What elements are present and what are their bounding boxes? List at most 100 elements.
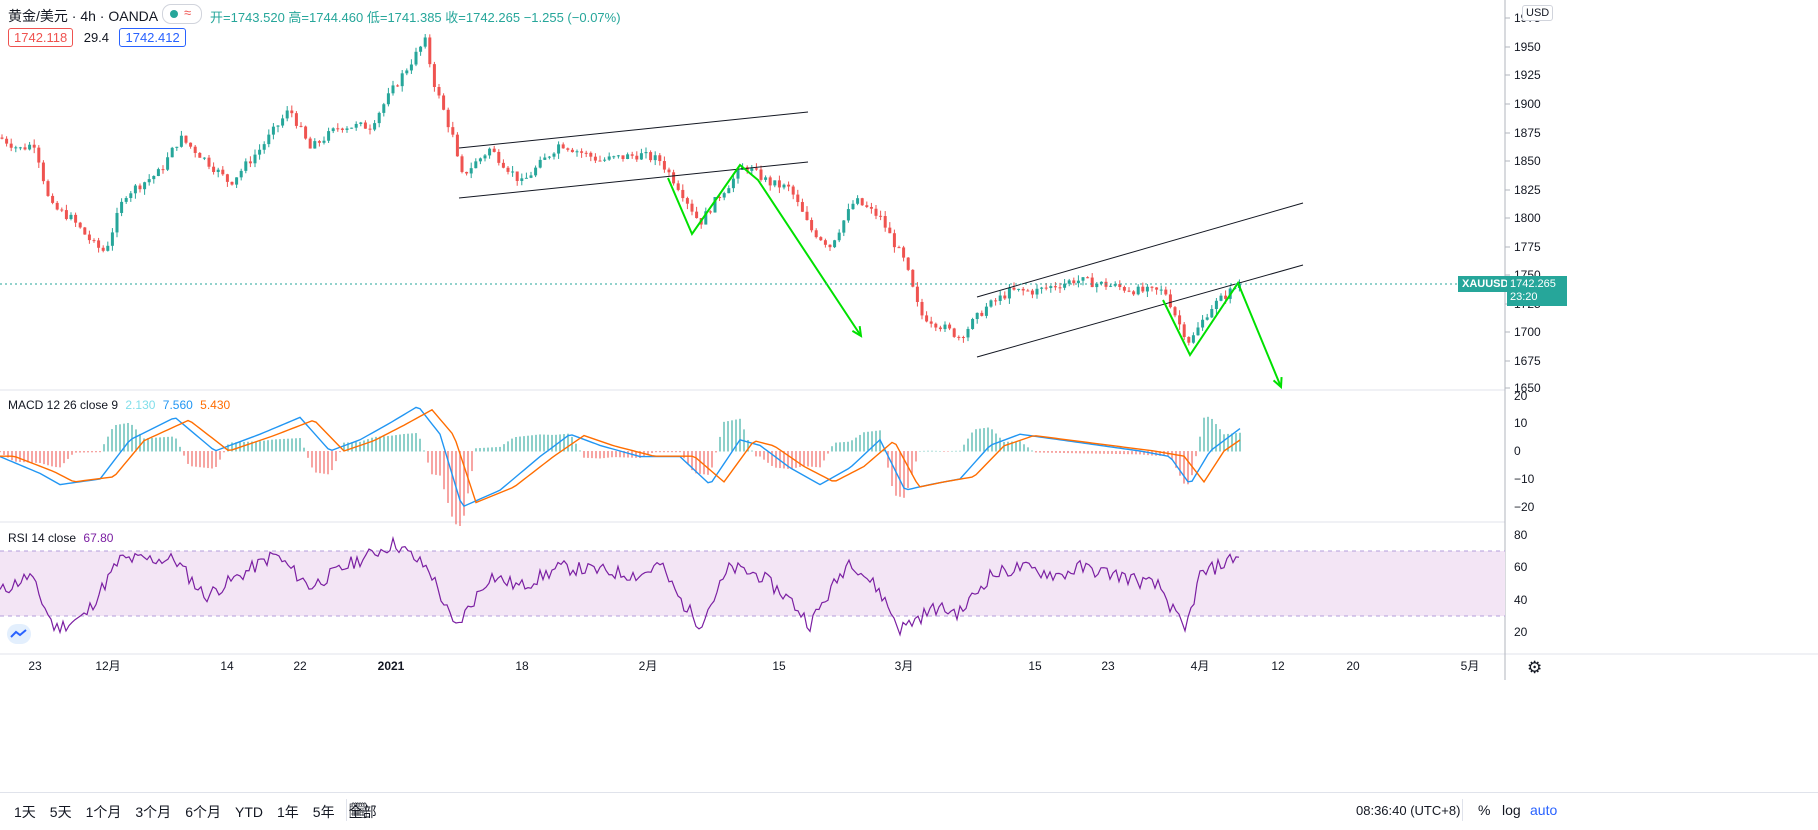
candle-body (823, 240, 827, 245)
candle-body (566, 148, 570, 150)
candle-body (920, 301, 924, 316)
candle-body (796, 194, 800, 203)
symbol-legend[interactable]: 黄金/美元 · 4h · OANDA (8, 6, 158, 26)
macd-tick-label: 0 (1514, 444, 1521, 458)
range-button[interactable]: 全部 (348, 804, 377, 820)
candle-body (911, 269, 915, 287)
candle-body (170, 147, 174, 158)
candle-body (14, 147, 18, 149)
candle-body (727, 188, 731, 194)
range-button[interactable]: 1天 (14, 804, 36, 820)
rsi-tick-label: 80 (1514, 528, 1528, 542)
candle-body (106, 245, 110, 251)
candle-body (129, 193, 133, 199)
buy-price-button[interactable]: 1742.412 (119, 28, 186, 47)
candle-body (1196, 327, 1200, 336)
candle-body (124, 198, 128, 202)
candle-body (258, 149, 262, 155)
candle-body (511, 171, 515, 173)
time-tick-label: 23 (1101, 659, 1115, 673)
time-tick-label: 15 (772, 659, 786, 673)
candle-body (189, 142, 193, 147)
candle-body (267, 134, 271, 145)
rsi-tick-label: 20 (1514, 625, 1528, 639)
range-button[interactable]: 1年 (276, 804, 299, 820)
candle-body (373, 123, 377, 130)
candle-body (1109, 285, 1113, 287)
candle-body (230, 181, 234, 185)
candle-body (1191, 335, 1195, 343)
candle-body (520, 178, 524, 181)
candle-body (354, 123, 358, 128)
range-button[interactable]: 3个月 (135, 804, 172, 820)
candle-body (713, 197, 717, 213)
range-button[interactable]: 5天 (49, 804, 72, 820)
candle-body (584, 152, 588, 154)
candle-body (1173, 307, 1177, 316)
candle-body (1072, 280, 1076, 284)
currency-label[interactable]: USD (1522, 5, 1554, 21)
candle-body (1205, 317, 1209, 320)
candle-body (607, 156, 611, 160)
candle-body (281, 118, 285, 126)
rsi-legend[interactable]: RSI 14 close 67.80 (8, 531, 113, 545)
candle-body (455, 134, 459, 157)
settings-gear-icon[interactable]: ⚙ (1527, 658, 1543, 677)
status-toggle[interactable]: ≈ (162, 4, 202, 24)
candle-body (497, 151, 501, 163)
candle-body (704, 211, 708, 225)
candle-body (138, 185, 142, 190)
candle-body (934, 323, 938, 328)
candle-body (534, 167, 538, 176)
range-button[interactable]: 1个月 (85, 804, 122, 820)
macd-legend[interactable]: MACD 12 26 close 9 2.130 7.560 5.430 (8, 398, 230, 412)
chart-canvas[interactable]: 1975195019251900187518501825180017751750… (0, 0, 1818, 790)
date-range-icon[interactable]: 🗓 (348, 803, 369, 820)
candle-body (437, 87, 441, 96)
approx-icon: ≈ (184, 5, 192, 20)
candle-body (1178, 315, 1182, 325)
candle-body (754, 168, 758, 170)
candle-body (589, 152, 593, 157)
macd-title: MACD 12 26 close 9 (8, 398, 119, 412)
candle-body (248, 161, 252, 164)
candle-body (313, 141, 317, 149)
price-tick-label: 1825 (1514, 183, 1541, 197)
candle-body (147, 179, 151, 183)
clock[interactable]: 08:36:40 (UTC+8) (1356, 803, 1461, 818)
ohlc-values: 开=1743.520 高=1744.460 低=1741.385 收=1742.… (210, 10, 621, 25)
candle-body (635, 155, 639, 160)
channel-trendline (976, 264, 1304, 358)
time-tick-label: 23 (28, 659, 42, 673)
candle-body (120, 201, 124, 213)
candle-body (1040, 287, 1044, 289)
candle-body (428, 37, 432, 65)
candle-body (718, 197, 722, 199)
price-tick-label: 1700 (1514, 325, 1541, 339)
candle-body (51, 195, 55, 203)
sell-price-button[interactable]: 1742.118 (8, 28, 74, 47)
candle-body (543, 157, 547, 160)
log-scale-button[interactable]: log (1502, 802, 1521, 818)
candle-body (9, 143, 13, 148)
macd-tick-label: 20 (1514, 389, 1528, 403)
macd-tick-label: 10 (1514, 416, 1528, 430)
candle-body (750, 168, 754, 171)
symbol-title[interactable]: 黄金/美元 · 4h · OANDA (8, 8, 159, 24)
range-button[interactable]: 6个月 (185, 804, 221, 820)
candle-body (225, 174, 229, 182)
candle-body (897, 247, 901, 249)
auto-scale-button[interactable]: auto (1530, 802, 1558, 818)
candle-body (662, 161, 666, 170)
candle-body (239, 170, 243, 178)
candle-body (529, 175, 533, 178)
candle-body (1201, 319, 1205, 328)
range-button[interactable]: 5年 (312, 804, 335, 820)
percent-scale-button[interactable]: % (1478, 802, 1491, 818)
range-button[interactable]: YTD (234, 804, 263, 820)
candle-body (501, 162, 505, 168)
projection-arrow (667, 163, 862, 337)
candle-body (708, 211, 712, 213)
tradingview-logo[interactable] (7, 624, 31, 644)
candle-body (469, 168, 473, 174)
